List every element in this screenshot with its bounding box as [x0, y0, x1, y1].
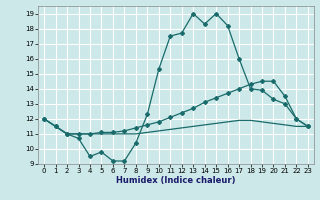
X-axis label: Humidex (Indice chaleur): Humidex (Indice chaleur) [116, 176, 236, 185]
